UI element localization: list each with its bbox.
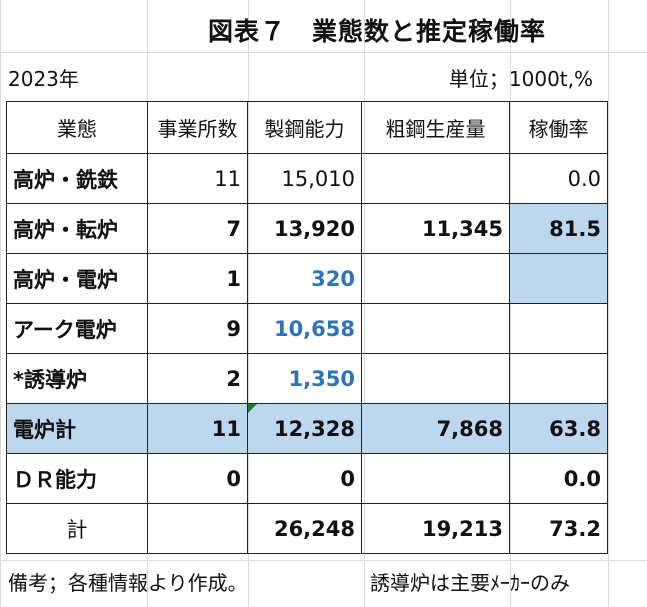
row-production bbox=[361, 153, 510, 204]
row-count: 11 bbox=[147, 153, 248, 204]
row-production: 11,345 bbox=[361, 203, 510, 254]
row-capacity: 12,328 bbox=[247, 403, 362, 454]
row-capacity: 0 bbox=[247, 453, 362, 504]
row-count bbox=[147, 503, 248, 554]
grid-line bbox=[0, 560, 647, 561]
grid-line bbox=[0, 52, 647, 53]
row-count: 2 bbox=[147, 353, 248, 404]
row-production: 7,868 bbox=[361, 403, 510, 454]
row-count: 1 bbox=[147, 253, 248, 304]
table-header-row: 業態 事業所数 製鋼能力 粗鋼生産量 稼働率 bbox=[6, 101, 608, 154]
table-row-total: 計 26,248 19,213 73.2 bbox=[6, 503, 608, 554]
row-rate bbox=[509, 303, 608, 354]
row-rate: 81.5 bbox=[509, 203, 608, 254]
row-capacity: 1,350 bbox=[247, 353, 362, 404]
note-source: 備考；各種情報より作成。 bbox=[8, 570, 248, 595]
table-row: 高炉・電炉 1 320 bbox=[6, 253, 608, 304]
row-production: 19,213 bbox=[361, 503, 510, 554]
comment-marker bbox=[248, 404, 257, 413]
row-name: アーク電炉 bbox=[6, 303, 148, 354]
row-production bbox=[361, 303, 510, 354]
page-title: 図表７ 業態数と推定稼働率 bbox=[207, 17, 546, 46]
row-capacity: 10,658 bbox=[247, 303, 362, 354]
header-count: 事業所数 bbox=[147, 101, 248, 154]
row-rate bbox=[509, 253, 608, 304]
row-name: 高炉・転炉 bbox=[6, 203, 148, 254]
unit-label: 単位；1000t,% bbox=[448, 66, 593, 91]
year-label: 2023年 bbox=[8, 66, 79, 91]
row-capacity-value: 12,328 bbox=[273, 416, 355, 441]
data-table: 業態 事業所数 製鋼能力 粗鋼生産量 稼働率 高炉・銑鉄 11 15,010 0… bbox=[6, 101, 608, 554]
row-count: 11 bbox=[147, 403, 248, 454]
row-name: ＤＲ能力 bbox=[6, 453, 148, 504]
table-row-subtotal: 電炉計 11 12,328 7,868 63.8 bbox=[6, 403, 608, 454]
row-name: *誘導炉 bbox=[6, 353, 148, 404]
table-row: 高炉・転炉 7 13,920 11,345 81.5 bbox=[6, 203, 608, 254]
table-row: *誘導炉 2 1,350 bbox=[6, 353, 608, 404]
row-name: 計 bbox=[6, 503, 148, 554]
row-capacity: 13,920 bbox=[247, 203, 362, 254]
row-rate: 63.8 bbox=[509, 403, 608, 454]
row-rate bbox=[509, 353, 608, 404]
grid-line bbox=[608, 0, 609, 607]
header-production: 粗鋼生産量 bbox=[361, 101, 510, 154]
row-count: 7 bbox=[147, 203, 248, 254]
header-capacity: 製鋼能力 bbox=[247, 101, 362, 154]
row-capacity: 26,248 bbox=[247, 503, 362, 554]
row-capacity: 320 bbox=[247, 253, 362, 304]
row-rate: 0.0 bbox=[509, 153, 608, 204]
table-row: アーク電炉 9 10,658 bbox=[6, 303, 608, 354]
table-row: 高炉・銑鉄 11 15,010 0.0 bbox=[6, 153, 608, 204]
row-capacity: 15,010 bbox=[247, 153, 362, 204]
row-count: 0 bbox=[147, 453, 248, 504]
row-name: 電炉計 bbox=[6, 403, 148, 454]
row-production bbox=[361, 453, 510, 504]
row-count: 9 bbox=[147, 303, 248, 354]
row-rate: 0.0 bbox=[509, 453, 608, 504]
row-production bbox=[361, 253, 510, 304]
table-row: ＤＲ能力 0 0 0.0 bbox=[6, 453, 608, 504]
row-rate: 73.2 bbox=[509, 503, 608, 554]
note-induction: 誘導炉は主要ﾒｰｶｰのみ bbox=[370, 570, 570, 595]
header-type: 業態 bbox=[6, 101, 148, 154]
row-production bbox=[361, 353, 510, 404]
header-rate: 稼働率 bbox=[509, 101, 608, 154]
row-name: 高炉・電炉 bbox=[6, 253, 148, 304]
row-name: 高炉・銑鉄 bbox=[6, 153, 148, 204]
